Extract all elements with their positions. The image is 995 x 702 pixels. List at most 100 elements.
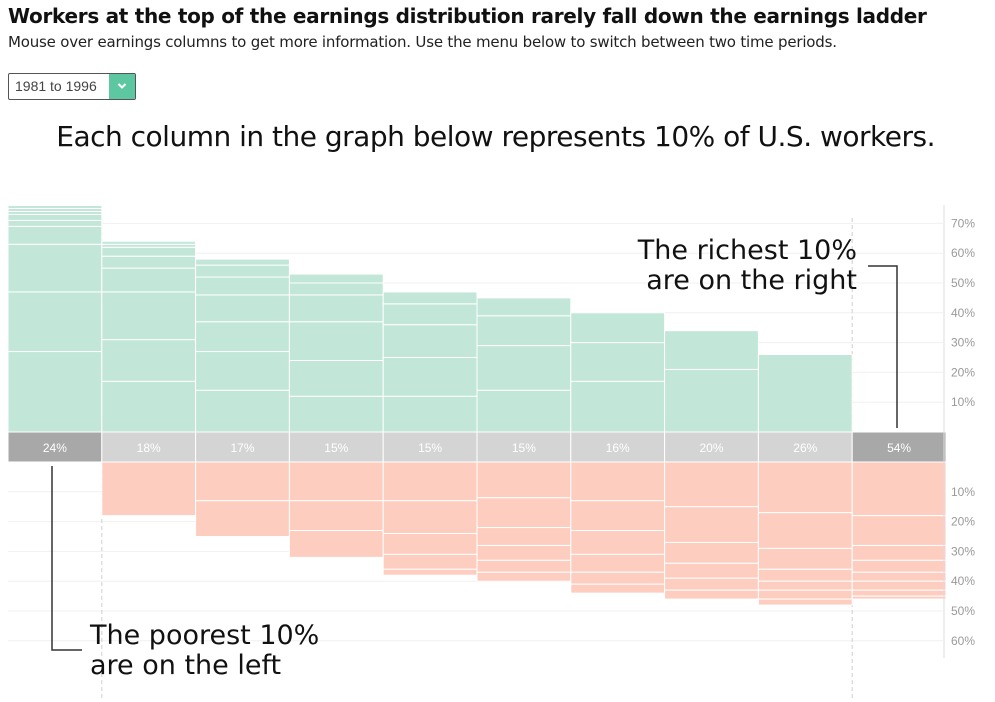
up-segment[interactable] xyxy=(288,273,384,284)
down-segment[interactable] xyxy=(664,541,759,564)
stay-band[interactable] xyxy=(570,431,666,463)
up-segment[interactable] xyxy=(7,219,103,227)
down-segment[interactable] xyxy=(664,562,759,579)
down-segment[interactable] xyxy=(288,500,384,532)
down-segment[interactable] xyxy=(476,497,572,529)
down-segment[interactable] xyxy=(757,512,853,549)
up-segment[interactable] xyxy=(382,395,478,433)
down-segment[interactable] xyxy=(288,461,384,502)
up-segment[interactable] xyxy=(757,354,853,433)
up-segment[interactable] xyxy=(664,368,759,433)
up-segment[interactable] xyxy=(101,339,197,382)
down-segment[interactable] xyxy=(195,500,290,537)
stay-band[interactable] xyxy=(757,431,853,463)
down-segment[interactable] xyxy=(757,547,853,570)
stay-band[interactable] xyxy=(288,431,384,463)
stay-band[interactable] xyxy=(382,431,478,463)
down-segment[interactable] xyxy=(570,553,666,573)
down-segment[interactable] xyxy=(476,544,572,561)
down-segment[interactable] xyxy=(382,461,478,502)
chevron-down-icon[interactable] xyxy=(109,74,135,99)
up-segment[interactable] xyxy=(476,315,572,347)
down-segment[interactable] xyxy=(664,589,759,600)
stay-band[interactable] xyxy=(101,431,197,463)
down-segment[interactable] xyxy=(195,461,290,502)
down-segment[interactable] xyxy=(851,559,947,573)
down-segment[interactable] xyxy=(757,568,853,582)
down-segment[interactable] xyxy=(570,571,666,585)
down-segment[interactable] xyxy=(851,461,947,517)
stay-band[interactable] xyxy=(476,431,572,463)
up-segment[interactable] xyxy=(101,246,197,257)
down-segment[interactable] xyxy=(476,571,572,582)
up-segment[interactable] xyxy=(476,297,572,317)
down-segment[interactable] xyxy=(570,461,666,502)
up-segment[interactable] xyxy=(570,312,666,344)
stay-band[interactable] xyxy=(664,431,759,463)
down-segment[interactable] xyxy=(757,598,853,606)
stay-band[interactable] xyxy=(195,431,290,463)
up-segment[interactable] xyxy=(570,342,666,382)
down-segment[interactable] xyxy=(476,461,572,499)
down-segment[interactable] xyxy=(851,571,947,582)
up-segment[interactable] xyxy=(195,321,290,353)
up-segment[interactable] xyxy=(288,321,384,361)
up-segment[interactable] xyxy=(7,205,103,210)
up-segment[interactable] xyxy=(7,243,103,293)
up-segment[interactable] xyxy=(7,225,103,245)
down-segment[interactable] xyxy=(757,589,853,600)
down-segment[interactable] xyxy=(570,530,666,555)
up-segment[interactable] xyxy=(382,303,478,326)
up-segment[interactable] xyxy=(101,291,197,341)
period-select[interactable]: 1981 to 1996 xyxy=(8,73,136,100)
up-segment[interactable] xyxy=(195,389,290,433)
down-segment[interactable] xyxy=(101,461,197,517)
up-segment[interactable] xyxy=(382,324,478,358)
down-segment[interactable] xyxy=(851,515,947,546)
up-segment[interactable] xyxy=(570,380,666,433)
up-segment[interactable] xyxy=(7,213,103,221)
down-segment[interactable] xyxy=(757,461,853,514)
up-segment[interactable] xyxy=(101,267,197,293)
down-segment[interactable] xyxy=(476,527,572,546)
down-segment[interactable] xyxy=(382,553,478,570)
down-segment[interactable] xyxy=(851,544,947,561)
down-segment[interactable] xyxy=(288,530,384,558)
up-segment[interactable] xyxy=(288,282,384,296)
up-segment[interactable] xyxy=(288,395,384,433)
down-segment[interactable] xyxy=(664,461,759,508)
up-segment[interactable] xyxy=(195,276,290,296)
up-segment[interactable] xyxy=(7,351,103,433)
down-segment[interactable] xyxy=(851,589,947,597)
up-segment[interactable] xyxy=(476,389,572,433)
up-segment[interactable] xyxy=(195,264,290,278)
down-segment[interactable] xyxy=(382,568,478,576)
up-segment[interactable] xyxy=(664,330,759,370)
down-segment[interactable] xyxy=(570,500,666,532)
down-segment[interactable] xyxy=(476,559,572,573)
down-segment[interactable] xyxy=(664,577,759,591)
y-tick-up: 10% xyxy=(951,395,975,409)
down-segment[interactable] xyxy=(757,580,853,591)
down-segment[interactable] xyxy=(851,595,947,600)
up-segment[interactable] xyxy=(476,345,572,391)
up-segment[interactable] xyxy=(288,359,384,397)
down-segment[interactable] xyxy=(570,583,666,594)
up-segment[interactable] xyxy=(195,294,290,323)
down-segment[interactable] xyxy=(382,500,478,535)
y-tick-down: 50% xyxy=(951,604,975,618)
up-segment[interactable] xyxy=(101,255,197,269)
down-segment[interactable] xyxy=(664,506,759,543)
stay-band[interactable] xyxy=(7,431,103,463)
up-segment[interactable] xyxy=(382,291,478,305)
up-segment[interactable] xyxy=(101,380,197,433)
down-segment[interactable] xyxy=(382,533,478,555)
up-segment[interactable] xyxy=(288,294,384,323)
up-segment[interactable] xyxy=(195,258,290,266)
up-segment[interactable] xyxy=(7,291,103,353)
up-segment[interactable] xyxy=(195,351,290,391)
up-segment[interactable] xyxy=(382,357,478,397)
down-segment[interactable] xyxy=(851,580,947,591)
stay-band[interactable] xyxy=(851,431,947,463)
up-segment[interactable] xyxy=(101,240,197,245)
